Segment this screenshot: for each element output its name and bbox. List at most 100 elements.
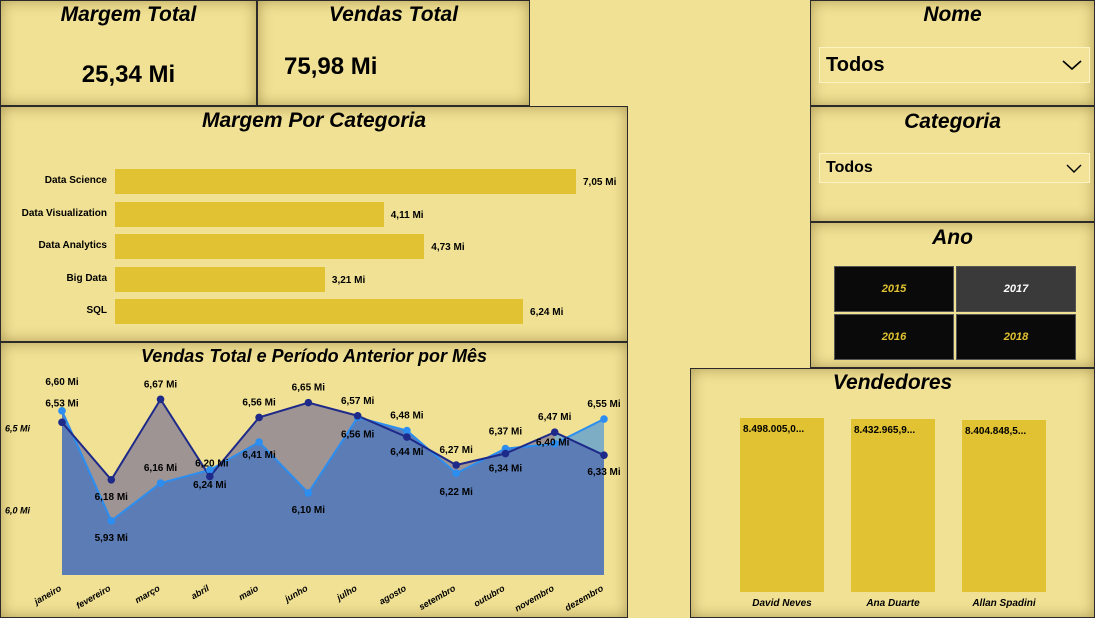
margem-total-value: 25,34 Mi [81,61,176,88]
category-value-label: 7,05 Mi [583,177,617,188]
current-point[interactable] [501,449,510,458]
x-tick-label: abril [189,583,211,601]
vendedor-bar[interactable] [740,418,824,592]
previous-point[interactable] [107,517,116,525]
data-label: 6,67 Mi [144,379,178,390]
category-value-label: 3,21 Mi [331,274,366,286]
year-button-2018[interactable]: 2018 [956,314,1076,360]
ano-filter-card: Ano 2015 2017 2016 2018 [810,222,1095,368]
data-label: 6,33 Mi [587,467,621,478]
x-tick-label: julho [334,583,359,603]
margem-categoria-card: Margem Por Categoria Data Science 7,05 Mi… [0,106,628,342]
categoria-filter-title: Categoria [904,110,1001,133]
category-label: Data Science [44,175,107,186]
data-label: 6,22 Mi [440,487,474,498]
data-label: 6,44 Mi [390,447,424,458]
data-label: 6,37 Mi [489,427,523,438]
data-label: 6,57 Mi [341,396,375,407]
data-label: 5,93 Mi [95,533,129,544]
x-tick-label: fevereiro [74,583,112,611]
previous-point[interactable] [255,438,263,446]
vendas-mes-chart: 6,53 Mi 6,18 Mi 6,67 Mi 6,20 Mi 6,56 Mi 6,65 … [5,377,621,614]
previous-point[interactable] [600,415,608,423]
vendedor-name-label: David Neves [752,598,812,609]
vendedor-name-label: Allan Spadini [972,598,1036,609]
year-button-2017[interactable]: 2017 [956,266,1076,312]
data-label: 6,55 Mi [587,399,621,410]
previous-line [61,410,605,523]
previous-point[interactable] [550,439,559,448]
margem-total-title: Margem Total [60,3,197,26]
current-point[interactable] [550,428,559,436]
data-label: 6,56 Mi [242,397,276,408]
vendedor-value-label: 8.498.005,0... [743,424,805,435]
current-point[interactable] [452,461,460,469]
current-point[interactable] [353,411,362,420]
category-bar[interactable] [115,266,325,292]
vendedor-value-label: 8.432.965,9... [854,425,916,437]
x-tick-label: dezembro [563,583,605,613]
previous-point[interactable] [58,407,66,415]
x-tick-label: outubro [472,583,507,609]
data-label: 6,65 Mi [292,383,326,394]
current-point[interactable] [403,433,411,441]
current-point[interactable] [107,475,116,484]
year-button-2016[interactable]: 2016 [834,314,954,360]
category-label: Data Visualization [21,207,107,219]
current-point[interactable] [600,451,608,459]
previous-point[interactable] [403,426,411,435]
category-value-label: 4,73 Mi [431,242,465,253]
current-point[interactable] [206,472,214,481]
nome-filter-title: Nome [923,3,982,26]
vendedores-title: Vendedores [832,371,953,394]
vendedor-name-label: Ana Duarte [866,598,920,609]
data-label: 6,24 Mi [193,480,227,491]
data-label: 6,18 Mi [95,492,129,503]
data-label: 6,34 Mi [489,464,523,475]
nome-dropdown-value: Todos [826,53,885,76]
previous-point[interactable] [452,469,460,478]
y-tick-label: 6,5 Mi [5,423,31,433]
categoria-dropdown[interactable]: Todos [819,153,1090,183]
vendedor-bar[interactable] [851,419,935,592]
x-tick-label: março [133,583,162,605]
category-label: SQL [86,305,107,316]
vendas-total-value: 75,98 Mi [284,53,378,80]
x-tick-label: agosto [377,583,408,607]
vendas-mes-card: Vendas Total e Período Anterior por Mês … [0,342,628,618]
current-point[interactable] [255,413,263,422]
vendedores-card: Vendedores 8.498.005,0... David Neves 8.43… [690,368,1095,618]
ano-filter-title: Ano [932,226,973,249]
vendedor-bar[interactable] [962,419,1046,592]
year-button-2015[interactable]: 2015 [834,266,954,312]
data-label: 6,40 Mi [536,438,570,449]
previous-point[interactable] [304,489,313,497]
margem-categoria-title: Margem Por Categoria [201,109,427,132]
x-tick-label: setembro [417,583,458,612]
category-bar[interactable] [115,234,425,259]
previous-point[interactable] [156,479,165,487]
category-bar[interactable] [115,201,384,227]
previous-area [62,410,604,575]
chevron-down-icon [1062,60,1082,71]
y-tick-label: 6,0 Mi [5,505,31,515]
nome-dropdown[interactable]: Todos [819,47,1090,83]
data-label: 6,27 Mi [440,445,474,456]
x-tick-label: junho [282,583,310,605]
x-tick-label: janeiro [32,583,64,607]
current-point[interactable] [58,418,66,427]
data-label: 6,41 Mi [242,450,276,461]
nome-filter-card: Nome Todos [810,0,1095,106]
previous-point[interactable] [206,466,214,474]
categoria-filter-card: Categoria Todos [810,106,1095,222]
data-label: 6,10 Mi [292,505,326,516]
category-label: Data Analytics [38,240,107,251]
current-point[interactable] [304,398,313,407]
data-label: 6,47 Mi [538,412,572,423]
current-point[interactable] [156,395,165,404]
category-label: Big Data [66,272,107,284]
category-value-label: 4,11 Mi [390,209,424,221]
data-label: 6,16 Mi [144,463,178,474]
category-bar[interactable] [115,169,576,194]
category-bar[interactable] [115,299,524,324]
